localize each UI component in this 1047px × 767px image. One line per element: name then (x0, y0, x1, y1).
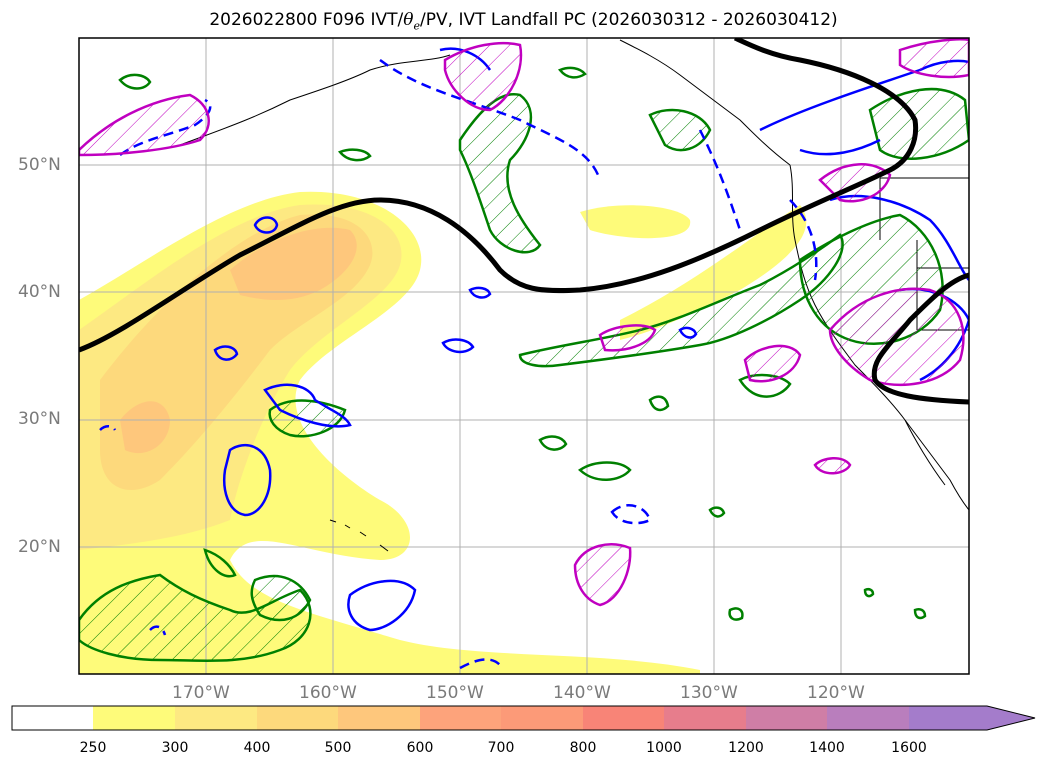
colorbar-seg-6 (420, 706, 501, 730)
ivt-black-contour-main (79, 38, 919, 353)
colorbar-tick-1200: 1200 (728, 740, 764, 756)
colorbar-tick-1000: 1000 (646, 740, 682, 756)
colorbar-tick-400: 400 (243, 740, 271, 756)
theta-e-dashed-sw (149, 625, 167, 636)
lon-label-170w: 170°W (172, 683, 230, 703)
pv-contour-blob-12 (203, 548, 237, 578)
landfall-pc-ar (598, 324, 657, 352)
pv-contour-east (648, 108, 712, 152)
lat-label-20n: 20°N (18, 537, 61, 557)
theta-e-dashed-south (459, 658, 501, 670)
colorbar-seg-3 (175, 706, 257, 730)
ivt-250-blob (580, 205, 691, 239)
theta-e-contour-blob-4 (468, 286, 492, 299)
ivt-black-contour-south (871, 272, 969, 405)
ivt-black-contours (79, 38, 969, 405)
theta-e-dashed-east (698, 129, 742, 231)
lon-label-150w: 150°W (426, 683, 484, 703)
title-suffix: /PV, IVT Landfall PC (2026030312 - 20260… (420, 10, 838, 30)
colorbar-seg-12 (909, 706, 989, 730)
landfall-pc-gulf (443, 41, 523, 112)
colorbar-seg-4 (257, 706, 338, 730)
colorbar-tick-500: 500 (324, 740, 352, 756)
ivt-250-band (620, 205, 807, 340)
theta-e-contour-central (263, 383, 352, 428)
lon-label-120w: 120°W (807, 683, 865, 703)
colorbar-seg-5 (338, 706, 420, 730)
theta-e-dashed-west (99, 425, 117, 431)
landfall-pc-ne (898, 38, 969, 79)
landfall-pc-south (573, 543, 632, 607)
pv-contour-blob-8 (728, 607, 744, 621)
pv-contour-blob-10 (913, 608, 927, 620)
theta-e-contour-hawaii (223, 443, 272, 517)
map-frame (78, 37, 970, 675)
colorbar-tick-600: 600 (406, 740, 434, 756)
theta-e-dashed-gulf (379, 58, 602, 181)
lon-label-130w: 130°W (680, 683, 738, 703)
colorbar (11, 705, 1036, 731)
theta-e-contour-south (347, 579, 417, 632)
colorbar-seg-2 (93, 706, 175, 730)
lon-label-140w: 140°W (553, 683, 611, 703)
colorbar-tick-1600: 1600 (891, 740, 927, 756)
colorbar-tick-250: 250 (79, 740, 107, 756)
colorbar-extend-arrow (987, 706, 1035, 730)
title-theta-sub: e (413, 19, 421, 33)
pv-contour-blob-3 (538, 435, 568, 451)
theta-e-dashed-mid (610, 504, 652, 525)
colorbar-tick-800: 800 (569, 740, 597, 756)
page-title: 2026022800 F096 IVT/θe/PV, IVT Landfall … (0, 10, 1047, 32)
landfall-pc-blob (813, 457, 852, 475)
title-theta: θ (403, 10, 414, 30)
ivt-500-blob (120, 401, 170, 454)
lat-label-30n: 30°N (18, 409, 61, 429)
theta-e-contour-blob-2 (213, 345, 239, 361)
pv-contour-rockies (868, 87, 969, 160)
colorbar-tick-1400: 1400 (809, 740, 845, 756)
pv-contour-blob-11 (557, 66, 587, 79)
pv-contour-blob-4 (648, 395, 670, 412)
colorbar-seg-10 (746, 706, 827, 730)
theta-e-dashed-coast (789, 199, 818, 281)
ivt-500-region (230, 227, 357, 300)
colorbar-seg-8 (583, 706, 664, 730)
colorbar-seg-11 (827, 706, 909, 730)
colorbar-outline (11, 705, 1036, 731)
pv-contour-blob-1 (118, 73, 152, 90)
pv-contour-south (250, 574, 312, 622)
pv-contour-blob-9 (863, 587, 875, 598)
pv-contour-gulf (458, 92, 542, 254)
lat-label-40n: 40°N (18, 282, 61, 302)
theta-e-contour-blob-1 (253, 216, 279, 234)
alaska-coast (179, 39, 791, 166)
colorbar-seg-1 (12, 706, 93, 730)
colorbar-tick-700: 700 (487, 740, 515, 756)
title-prefix: 2026022800 F096 IVT/ (209, 10, 404, 30)
colorbar-tick-300: 300 (161, 740, 189, 756)
lat-label-50n: 50°N (18, 155, 61, 175)
pv-contour-blob-7 (708, 506, 726, 518)
pv-contour-blob-5 (577, 461, 632, 481)
colorbar-seg-7 (501, 706, 583, 730)
theta-e-contour-blob-5 (678, 326, 698, 339)
pv-contour-central (268, 399, 347, 438)
landfall-pc-east (743, 344, 802, 383)
landfall-pc-nw (79, 93, 210, 157)
baja-coast (904, 419, 946, 486)
colorbar-seg-9 (664, 706, 746, 730)
theta-e-contour-blob-3 (441, 338, 475, 354)
pv-contour-blob-2 (337, 148, 372, 162)
lon-label-160w: 160°W (299, 683, 357, 703)
hawaii-islands (329, 519, 389, 552)
